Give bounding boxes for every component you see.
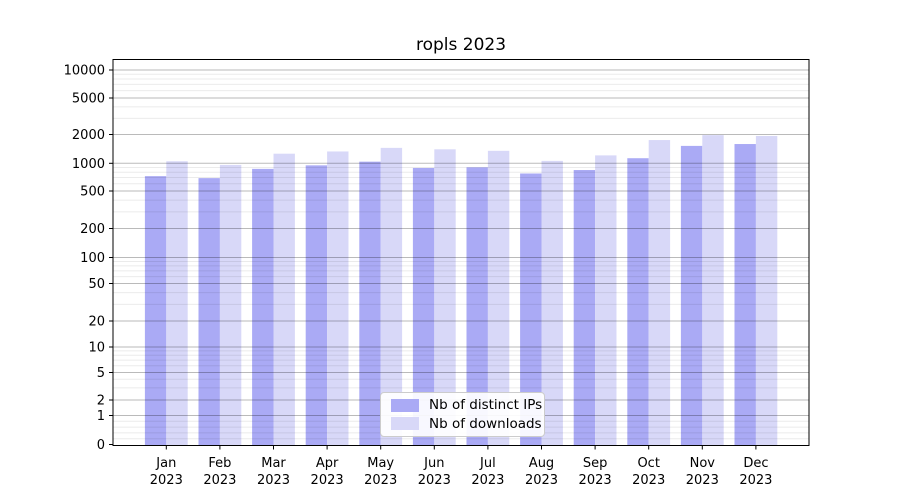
- x-tick-label-month-jul: Jul: [479, 456, 496, 471]
- bar-downloads-sep: [595, 155, 617, 446]
- x-tick-label-year-may: 2023: [364, 473, 397, 488]
- legend-label-distinct-ips: Nb of distinct IPs: [429, 397, 543, 414]
- x-tick-label-month-jan: Jan: [155, 456, 176, 471]
- x-tick-label-year-sep: 2023: [579, 473, 612, 488]
- bar-distinct-ips-oct: [627, 158, 649, 446]
- x-tick-label-month-nov: Nov: [690, 456, 716, 471]
- bar-distinct-ips-aug: [520, 173, 542, 446]
- bar-downloads-may: [380, 147, 403, 446]
- chart-title: ropls 2023: [415, 35, 507, 55]
- bar-downloads-jan: [166, 161, 188, 446]
- x-tick-label-year-jun: 2023: [418, 473, 451, 488]
- x-tick-label-month-mar: Mar: [261, 456, 286, 471]
- x-tick-label-year-oct: 2023: [632, 473, 665, 488]
- x-tick-label-month-may: May: [367, 456, 394, 471]
- x-tick-label-month-oct: Oct: [637, 456, 659, 471]
- y-tick-label-50: 50: [88, 277, 105, 292]
- x-tick-label-month-jun: Jun: [423, 456, 444, 471]
- legend: Nb of distinct IPs Nb of downloads: [380, 392, 545, 437]
- bar-downloads-jun: [434, 149, 456, 446]
- x-tick-label-month-feb: Feb: [208, 456, 231, 471]
- legend-item-downloads: Nb of downloads: [387, 416, 542, 432]
- y-tick-label-2000: 2000: [72, 128, 105, 143]
- bar-downloads-jul: [487, 150, 510, 446]
- x-tick-label-year-dec: 2023: [739, 473, 772, 488]
- bar-downloads-apr: [327, 151, 349, 446]
- x-tick-label-year-nov: 2023: [686, 473, 719, 488]
- x-tick-label-year-feb: 2023: [203, 473, 236, 488]
- y-tick-label-200: 200: [80, 222, 105, 237]
- bar-distinct-ips-jan: [144, 176, 167, 446]
- bar-downloads-oct: [648, 140, 671, 446]
- y-tick-label-0: 0: [97, 438, 105, 453]
- legend-swatch-distinct-ips: [391, 398, 419, 412]
- y-tick-label-500: 500: [80, 185, 105, 200]
- x-tick-label-year-apr: 2023: [311, 473, 344, 488]
- bar-distinct-ips-apr: [305, 165, 328, 446]
- bar-distinct-ips-nov: [680, 145, 703, 446]
- x-tick-label-month-sep: Sep: [583, 456, 608, 471]
- y-tick-label-100: 100: [80, 251, 105, 266]
- y-tick-label-5000: 5000: [72, 92, 105, 107]
- bar-downloads-dec: [755, 135, 778, 446]
- y-tick-label-1: 1: [97, 409, 105, 424]
- bar-downloads-nov: [702, 135, 724, 446]
- bar-downloads-feb: [219, 164, 242, 446]
- x-tick-label-year-mar: 2023: [257, 473, 290, 488]
- legend-item-distinct-ips: Nb of distinct IPs: [387, 397, 542, 413]
- x-tick-label-month-apr: Apr: [316, 456, 339, 471]
- bar-downloads-aug: [541, 160, 563, 446]
- legend-swatch-downloads: [391, 417, 419, 431]
- y-tick-label-10000: 10000: [64, 64, 105, 79]
- bar-distinct-ips-mar: [252, 168, 274, 446]
- x-tick-label-month-dec: Dec: [743, 456, 768, 471]
- plot-border: [112, 59, 810, 446]
- bar-distinct-ips-sep: [573, 170, 596, 446]
- x-tick-label-year-jul: 2023: [471, 473, 504, 488]
- y-tick-label-2: 2: [97, 394, 105, 409]
- x-tick-label-month-aug: Aug: [529, 456, 554, 471]
- bar-distinct-ips-may: [359, 161, 381, 446]
- x-tick-label-year-aug: 2023: [525, 473, 558, 488]
- y-tick-label-1000: 1000: [72, 157, 105, 172]
- bar-distinct-ips-jun: [412, 167, 435, 446]
- y-tick-label-20: 20: [88, 315, 105, 330]
- bar-downloads-mar: [273, 153, 295, 446]
- y-tick-label-10: 10: [88, 341, 105, 356]
- legend-label-downloads: Nb of downloads: [429, 415, 542, 432]
- y-tick-label-5: 5: [97, 366, 105, 381]
- bar-distinct-ips-feb: [198, 178, 220, 446]
- bar-distinct-ips-dec: [734, 144, 756, 446]
- bar-distinct-ips-jul: [466, 167, 488, 446]
- x-tick-label-year-jan: 2023: [150, 473, 183, 488]
